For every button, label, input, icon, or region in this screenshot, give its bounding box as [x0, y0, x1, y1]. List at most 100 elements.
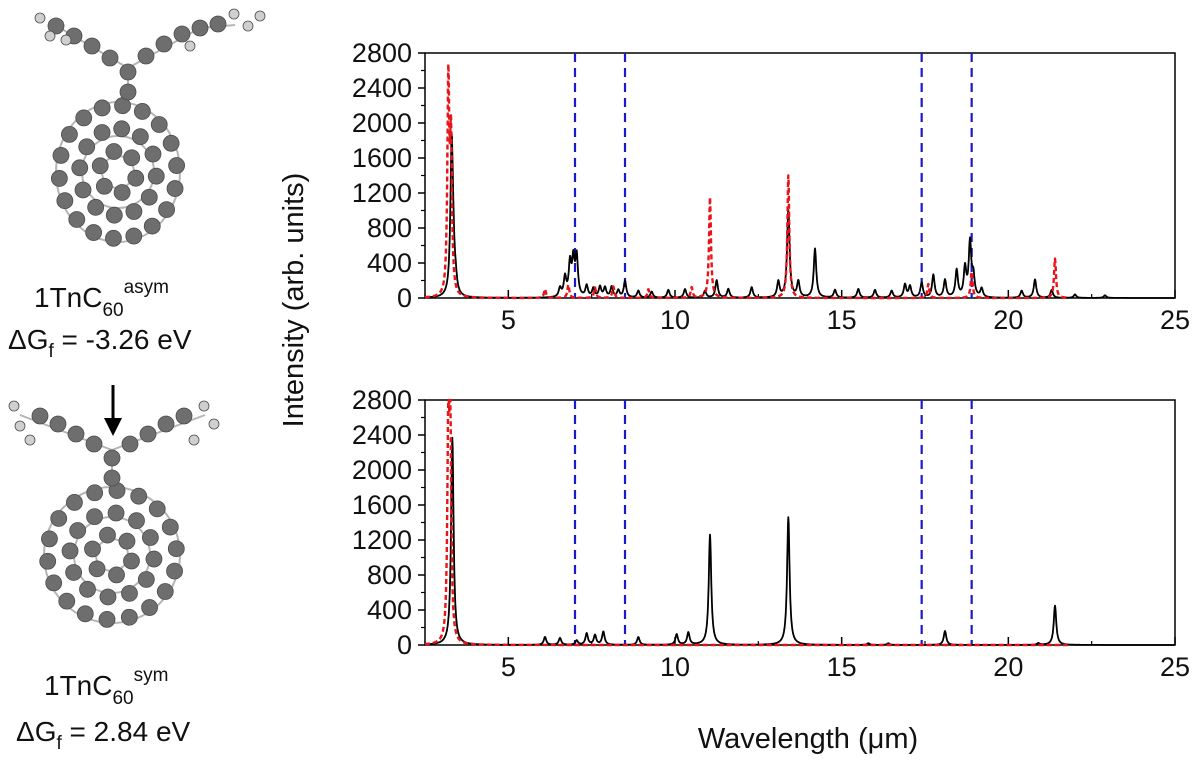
x-tick-label: 5: [501, 652, 516, 682]
carbon-atom-icon: [103, 469, 121, 487]
carbon-atom-icon: [61, 126, 78, 143]
carbon-atom-icon: [39, 552, 57, 570]
x-tick-label: 5: [501, 305, 516, 335]
y-tick-label: 400: [367, 595, 412, 625]
y-tick-label: 2000: [352, 455, 412, 485]
x-tick-label: 25: [1160, 305, 1190, 335]
hydrogen-atom-icon: [14, 420, 26, 432]
hydrogen-atom-icon: [228, 8, 240, 20]
carbon-atom-icon: [99, 526, 116, 544]
hydrogen-atom-icon: [208, 418, 220, 430]
carbon-atom-icon: [148, 500, 166, 518]
reference-spectrum-line: [424, 62, 1069, 300]
y-tick-label: 400: [367, 248, 412, 278]
carbon-atom-icon: [133, 103, 151, 120]
carbon-atom-icon: [143, 217, 161, 235]
carbon-atom-icon: [150, 116, 168, 133]
hydrogen-atom-icon: [188, 434, 200, 446]
molecule-sym-energy-sub: f: [56, 733, 62, 754]
hydrogen-atom-icon: [60, 34, 72, 46]
calculated-spectrum-line: [427, 436, 1176, 646]
carbon-atom-icon: [68, 211, 86, 228]
carbon-atom-icon: [85, 224, 103, 241]
hydrogen-atom-icon: [8, 400, 20, 412]
carbon-atom-icon: [47, 17, 65, 35]
carbon-atom-icon: [84, 540, 101, 558]
molecule-asym-energy-sub: f: [48, 341, 54, 362]
carbon-atom-icon: [76, 605, 94, 623]
carbon-atom-icon: [162, 134, 180, 152]
svg-text:ΔGf = 2.84 eV: ΔGf = 2.84 eV: [16, 716, 191, 754]
x-tick-label: 20: [993, 305, 1023, 335]
carbon-atom-icon: [108, 566, 125, 584]
svg-text:ΔGf = -3.26 eV: ΔGf = -3.26 eV: [8, 324, 192, 362]
y-tick-label: 800: [367, 560, 412, 590]
carbon-atom-icon: [61, 542, 79, 560]
molecule-asym-name-sup: asym: [124, 277, 169, 298]
carbon-atom-icon: [75, 109, 93, 127]
y-tick-label: 0: [397, 630, 412, 660]
hydrogen-atom-icon: [34, 12, 46, 24]
carbon-atom-icon: [161, 518, 179, 536]
carbon-atom-icon: [123, 149, 141, 167]
plot-frame: [424, 399, 1176, 646]
carbon-atom-icon: [166, 562, 183, 580]
spectrum-panel-top: 5 10 15 20 25 0 400 800 1200 1600 2000 2400 2800: [352, 38, 1190, 335]
carbon-atom-icon: [125, 203, 143, 220]
carbon-atom-icon: [95, 177, 113, 195]
carbon-atom-icon: [121, 584, 138, 602]
carbon-atom-icon: [125, 227, 143, 245]
hydrogen-atom-icon: [184, 40, 196, 52]
carbon-atom-icon: [91, 157, 109, 175]
carbon-atom-icon: [130, 487, 148, 505]
carbon-atom-icon: [101, 49, 119, 67]
x-tick-label: 20: [993, 652, 1023, 682]
x-tick-label: 25: [1160, 652, 1190, 682]
x-tick-label: 10: [660, 305, 690, 335]
molecule-sym-energy-symbol: ΔG: [16, 716, 56, 747]
carbon-atom-icon: [107, 504, 125, 522]
x-tick-label: 15: [827, 305, 857, 335]
molecule-sym-name: 1TnC: [44, 670, 112, 701]
carbon-atom-icon: [87, 198, 105, 216]
carbon-atom-icon: [120, 608, 138, 626]
carbon-atom-icon: [50, 510, 68, 527]
carbon-atom-icon: [209, 15, 227, 33]
carbon-atom-icon: [141, 599, 158, 616]
y-tick-label: 2800: [352, 385, 412, 415]
carbon-atom-icon: [119, 83, 137, 101]
molecule-sym-image: [8, 400, 220, 628]
carbon-atom-icon: [166, 180, 184, 197]
carbon-atom-icon: [118, 532, 136, 550]
y-tick-label: 2400: [352, 73, 412, 103]
molecule-sym-name-sup: sym: [134, 665, 169, 686]
spectrum-panel-bottom: 5 10 15 20 25 0 400 800 1200 1600 2000 2400 2800: [352, 385, 1190, 682]
molecule-asym-energy-value: = -3.26 eV: [54, 324, 192, 355]
svg-text:1TnC60asym: 1TnC60asym: [34, 277, 169, 321]
hydrogen-atom-icon: [242, 20, 254, 32]
plot-frame: [424, 52, 1176, 299]
molecule-sym-name-sub: 60: [112, 688, 133, 709]
y-tick-label: 2800: [352, 38, 412, 68]
carbon-atom-icon: [157, 415, 175, 433]
carbon-atom-icon: [105, 143, 123, 160]
carbon-atom-icon: [105, 229, 122, 247]
carbon-atom-icon: [71, 159, 89, 177]
carbon-atom-icon: [140, 188, 158, 206]
calculated-spectrum-line: [427, 132, 1176, 299]
carbon-atom-icon: [128, 512, 145, 530]
carbon-atom-icon: [105, 206, 123, 224]
carbon-atom-icon: [66, 494, 83, 511]
svg-text:1TnC60sym: 1TnC60sym: [44, 665, 168, 709]
carbon-atom-icon: [86, 484, 104, 502]
down-arrow-icon: [104, 385, 122, 436]
carbon-atom-icon: [173, 25, 191, 43]
y-tick-label: 1200: [352, 525, 412, 555]
molecule-sym-energy-value: = 2.84 eV: [62, 716, 191, 747]
y-axis-title: Intensity (arb. units): [278, 173, 310, 428]
carbon-atom-icon: [45, 574, 63, 592]
molecule-asym-name-sub: 60: [102, 300, 123, 321]
carbon-atom-icon: [147, 167, 165, 185]
carbon-atom-icon: [83, 37, 101, 55]
carbon-atom-icon: [103, 449, 121, 467]
